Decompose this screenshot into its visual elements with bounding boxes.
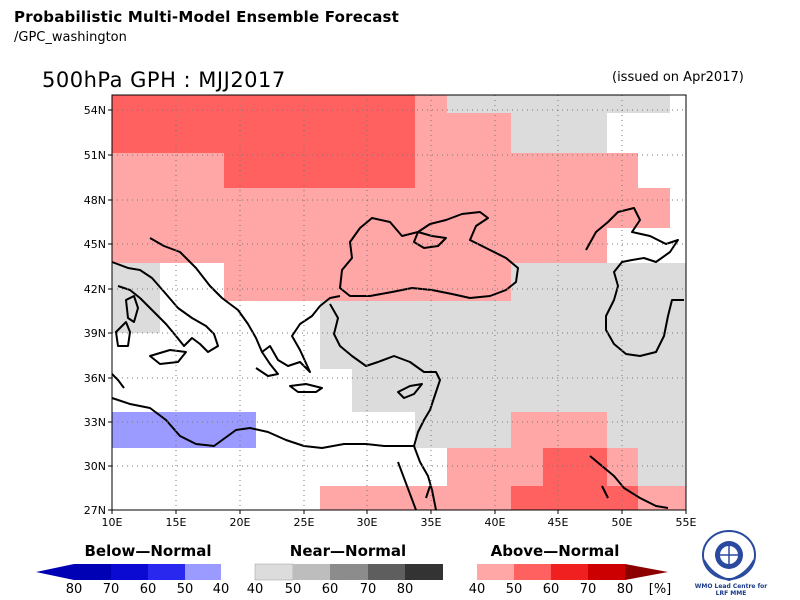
shade-above-50 <box>112 95 415 153</box>
legend-above-label: 70 <box>580 582 597 597</box>
legend-near-bar <box>254 563 443 581</box>
lat-tick-label: 27N <box>84 504 106 517</box>
axis-ticks <box>108 109 687 514</box>
legend-near-label: 50 <box>285 582 302 597</box>
lat-tick-label: 30N <box>84 460 106 473</box>
logo-caption-line1: WMO Lead Centre for <box>694 583 768 590</box>
shade-near-40 <box>607 412 686 448</box>
legend-near-swatch <box>254 563 294 581</box>
legend-below-label: 70 <box>103 582 120 597</box>
legend-above-label: 80 <box>617 582 634 597</box>
shade-above-50 <box>224 153 415 188</box>
legend-above-label: 50 <box>506 582 523 597</box>
shade-above-50 <box>543 448 607 510</box>
legend-near-label: 80 <box>397 582 414 597</box>
shade-near-40 <box>447 95 670 113</box>
lon-tick-label: 30E <box>357 516 378 529</box>
shade-above-40 <box>638 188 670 228</box>
shade-above-40 <box>511 228 607 263</box>
lon-tick-label: 50E <box>612 516 633 529</box>
shade-above-40 <box>415 263 511 301</box>
legend-below-swatch <box>148 564 185 580</box>
lon-tick-label: 55E <box>676 516 697 529</box>
lat-tick-label: 45N <box>84 238 106 251</box>
legend-above-swatch <box>588 564 625 580</box>
coastlines <box>111 207 684 511</box>
lon-tick-label: 25E <box>294 516 315 529</box>
lat-tick-label: 42N <box>84 283 106 296</box>
shade-near-40 <box>511 263 686 412</box>
shade-near-40 <box>638 448 686 486</box>
legend-below-title: Below—Normal <box>84 542 211 560</box>
map-frame <box>111 94 687 511</box>
lat-tick-label: 39N <box>84 327 106 340</box>
plot-title: 500hPa GPH : MJJ2017 <box>42 68 286 92</box>
lat-tick-label: 33N <box>84 416 106 429</box>
legend-below-label: 60 <box>140 582 157 597</box>
figure-subtitle: /GPC_washington <box>14 30 127 45</box>
legend-above-label: 60 <box>543 582 560 597</box>
legend-near-label: 70 <box>360 582 377 597</box>
gridlines <box>112 95 686 510</box>
legend-below-swatch <box>111 564 148 580</box>
legend-above-label: 40 <box>469 582 486 597</box>
shade-near-40 <box>320 301 511 369</box>
legend-near-title: Near—Normal <box>290 542 406 560</box>
lon-tick-label: 10E <box>102 516 123 529</box>
lon-tick-label: 15E <box>166 516 187 529</box>
legend-above-title: Above—Normal <box>491 542 620 560</box>
legend-near-swatch <box>330 564 368 580</box>
shade-above-50 <box>607 486 638 510</box>
shade-below-40 <box>112 412 256 448</box>
legend-near-label: 60 <box>322 582 339 597</box>
lon-tick-label: 40E <box>485 516 506 529</box>
shade-near-40 <box>511 113 607 153</box>
legend-unit-label: [%] <box>649 582 672 597</box>
legend-below-bar <box>36 564 221 580</box>
shade-above-40 <box>112 153 224 263</box>
shade-blank <box>607 228 686 263</box>
shade-above-40 <box>415 95 447 153</box>
shade-above-40 <box>447 113 511 153</box>
legend-below-label: 80 <box>66 582 83 597</box>
legend-below-swatch <box>185 564 221 580</box>
legend-near-swatch <box>368 564 405 580</box>
lat-tick-label: 48N <box>84 194 106 207</box>
shade-above-40 <box>607 448 638 486</box>
shade-above-40 <box>511 412 607 448</box>
lat-tick-label: 54N <box>84 104 106 117</box>
legend-near-swatch <box>405 564 443 580</box>
shade-above-40 <box>320 486 447 510</box>
shade-near-40 <box>415 412 511 448</box>
forecast-map: 10E 15E 20E 25E 30E 35E 40E 45E 50E 55E … <box>84 94 697 529</box>
legend-above-swatch <box>551 564 588 580</box>
legend-below-arrow <box>36 564 74 580</box>
legend-above-bar <box>477 564 668 580</box>
lat-tick-label: 36N <box>84 372 106 385</box>
issued-date: (issued on Apr2017) <box>612 70 744 85</box>
legend-above-swatch <box>514 564 551 580</box>
shade-above-40 <box>224 188 415 301</box>
probability-shading <box>112 95 686 510</box>
lat-tick-label: 51N <box>84 149 106 162</box>
lon-tick-label: 20E <box>230 516 251 529</box>
legend-below-label: 50 <box>177 582 194 597</box>
legend-above-arrow <box>625 564 668 580</box>
legend-above-swatch <box>477 564 514 580</box>
lon-tick-label: 45E <box>548 516 569 529</box>
shade-above-50 <box>511 486 543 510</box>
legend-near-label: 40 <box>247 582 264 597</box>
legend-below-swatch <box>74 564 111 580</box>
logo-caption-line2: LRF MME <box>715 590 747 597</box>
legend-below-label: 40 <box>213 582 230 597</box>
legend-near-swatch <box>293 564 330 580</box>
shade-near-40 <box>112 263 160 333</box>
figure-title: Probabilistic Multi-Model Ensemble Forec… <box>14 8 400 26</box>
lon-tick-label: 35E <box>421 516 442 529</box>
